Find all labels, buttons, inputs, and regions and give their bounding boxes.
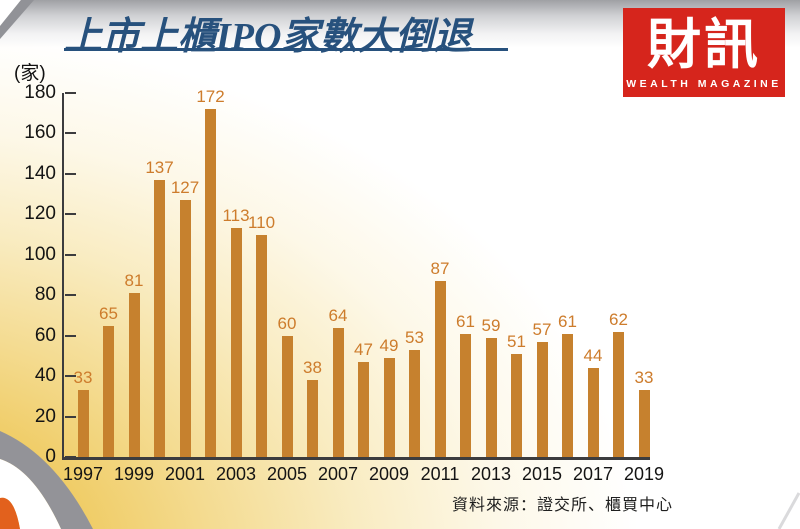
bar-value-label: 53	[405, 327, 424, 347]
y-tick-label: 120	[24, 203, 56, 225]
bar-value-label: 60	[277, 313, 297, 333]
wealth-magazine-logo: 財訊 WEALTH MAGAZINE	[623, 8, 785, 97]
y-tick-label: 60	[34, 324, 56, 346]
y-tick	[65, 375, 76, 378]
bar	[434, 281, 446, 457]
page-title: 上市上櫃IPO家數大倒退	[64, 16, 472, 58]
y-tick	[65, 334, 76, 337]
y-tick	[65, 213, 76, 216]
bar-value-label: 65	[99, 303, 118, 323]
bar	[485, 337, 497, 457]
top-left-gray-ribbon	[0, 0, 34, 39]
bar	[638, 390, 650, 457]
y-tick-label: 80	[34, 284, 56, 306]
x-tick-label: 2007	[317, 464, 359, 484]
y-tick	[65, 172, 76, 175]
bar	[562, 333, 573, 457]
x-axis-line	[62, 457, 650, 460]
bar-value-label: 127	[170, 178, 200, 198]
bar-value-label: 110	[247, 212, 276, 232]
bottom-left-white-arc	[0, 459, 61, 529]
y-tick	[65, 415, 76, 418]
bar-value-label: 113	[222, 206, 250, 226]
y-tick	[65, 92, 76, 94]
bar	[460, 333, 471, 457]
bar-value-label: 172	[196, 87, 225, 107]
bar	[179, 200, 191, 457]
bottom-left-gray-arc	[0, 431, 93, 529]
bar-value-label: 57	[532, 319, 552, 339]
y-tick-label: 20	[34, 405, 56, 427]
x-tick-label: 2003	[215, 464, 257, 484]
x-tick-label: 2009	[368, 464, 410, 484]
bar	[256, 234, 267, 457]
y-tick-label: 40	[34, 365, 56, 387]
y-tick-label: 100	[24, 243, 56, 265]
bar	[128, 293, 140, 457]
y-tick-label: 180	[24, 82, 56, 103]
y-tick	[65, 132, 76, 135]
y-tick-label: 140	[24, 162, 56, 184]
bar	[383, 357, 395, 457]
logo-brand-text: 財訊	[647, 14, 761, 75]
bar	[205, 109, 216, 457]
bar	[613, 331, 624, 457]
bar	[511, 353, 522, 457]
y-axis-unit-label: (家)	[14, 63, 46, 84]
x-tick-label: 2013	[470, 464, 512, 484]
bar-value-label: 137	[145, 157, 174, 177]
bar-value-label: 44	[583, 346, 603, 366]
title-underline	[64, 48, 508, 51]
bar-value-label: 64	[328, 305, 348, 325]
bar	[103, 325, 114, 457]
data-source-note: 資料來源：證交所、櫃買中心	[452, 497, 674, 514]
bar-value-label: 61	[456, 311, 475, 331]
x-tick-label: 2005	[266, 464, 308, 484]
bar-value-label: 47	[354, 339, 373, 359]
bottom-right-streak	[777, 492, 800, 529]
bar	[536, 341, 548, 457]
bar	[307, 380, 318, 457]
bar-value-label: 87	[430, 259, 450, 279]
x-tick-label: 2015	[521, 464, 563, 484]
bar-value-label: 59	[481, 315, 501, 335]
bar-value-label: 62	[609, 309, 628, 329]
bar-value-label: 33	[73, 368, 93, 388]
x-tick-label: 2019	[623, 464, 665, 484]
bar	[332, 327, 344, 457]
bar-value-label: 38	[303, 358, 322, 378]
y-tick	[65, 253, 76, 256]
y-tick-label: 160	[24, 122, 56, 144]
x-tick-label: 2011	[420, 464, 460, 484]
bar-value-label: 61	[558, 311, 577, 331]
bar-value-label: 33	[634, 368, 654, 388]
bar	[587, 368, 599, 457]
bar	[409, 349, 420, 457]
y-tick	[65, 294, 76, 297]
logo-tagline-text: WEALTH MAGAZINE	[626, 77, 782, 90]
bottom-left-red-corner	[0, 497, 20, 529]
bar-value-label: 49	[379, 335, 399, 355]
x-tick-label: 1997	[62, 464, 104, 484]
bar	[358, 361, 369, 457]
bar-value-label: 81	[124, 271, 144, 291]
bar	[77, 390, 89, 457]
bar	[281, 335, 293, 457]
bar	[230, 228, 242, 457]
x-tick-label: 1999	[113, 464, 155, 484]
x-tick-label: 2017	[572, 464, 614, 484]
bar	[154, 179, 165, 457]
y-tick-label: 0	[45, 446, 56, 467]
x-tick-label: 2001	[164, 464, 206, 484]
bar-value-label: 51	[507, 331, 526, 351]
y-axis-line	[62, 93, 64, 459]
